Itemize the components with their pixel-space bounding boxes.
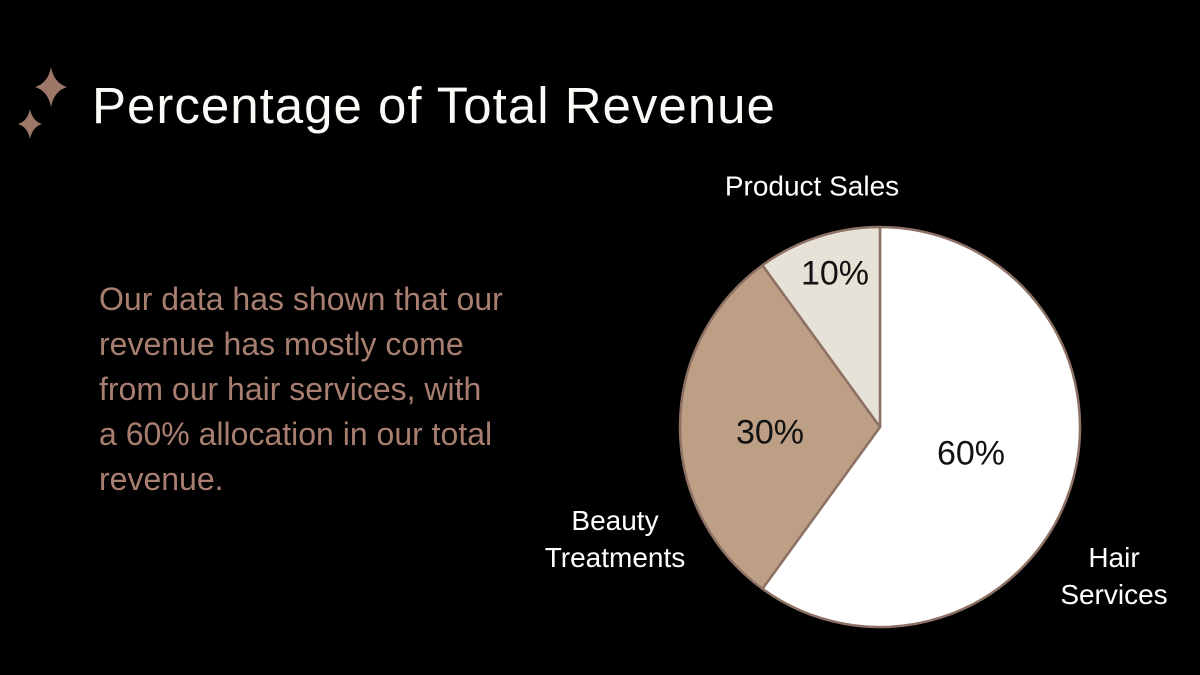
pie-chart [678,225,1082,629]
pie-percent-label-product-sales: 10% [800,254,870,293]
pie-category-label-product-sales: Product Sales [724,170,900,202]
pie-percent-label-hair-services: 60% [936,434,1006,473]
pie-percent-label-beauty-treatments: 30% [735,413,805,452]
pie-slice-beauty-treatments [678,263,882,591]
page-title: Percentage of Total Revenue [92,77,776,134]
pie-slice-hair-services [761,225,1082,629]
body-paragraph: Our data has shown that our revenue has … [99,281,503,497]
sparkle-icon-large [35,67,67,107]
pie-category-label-beauty-treatments: Beauty Treatments [544,505,686,573]
pie-slice-product-sales [761,225,882,429]
sparkle-icons [18,67,67,139]
pie-category-label-hair-services: Hair Services [1060,542,1168,610]
sparkle-icon-small [18,109,42,139]
